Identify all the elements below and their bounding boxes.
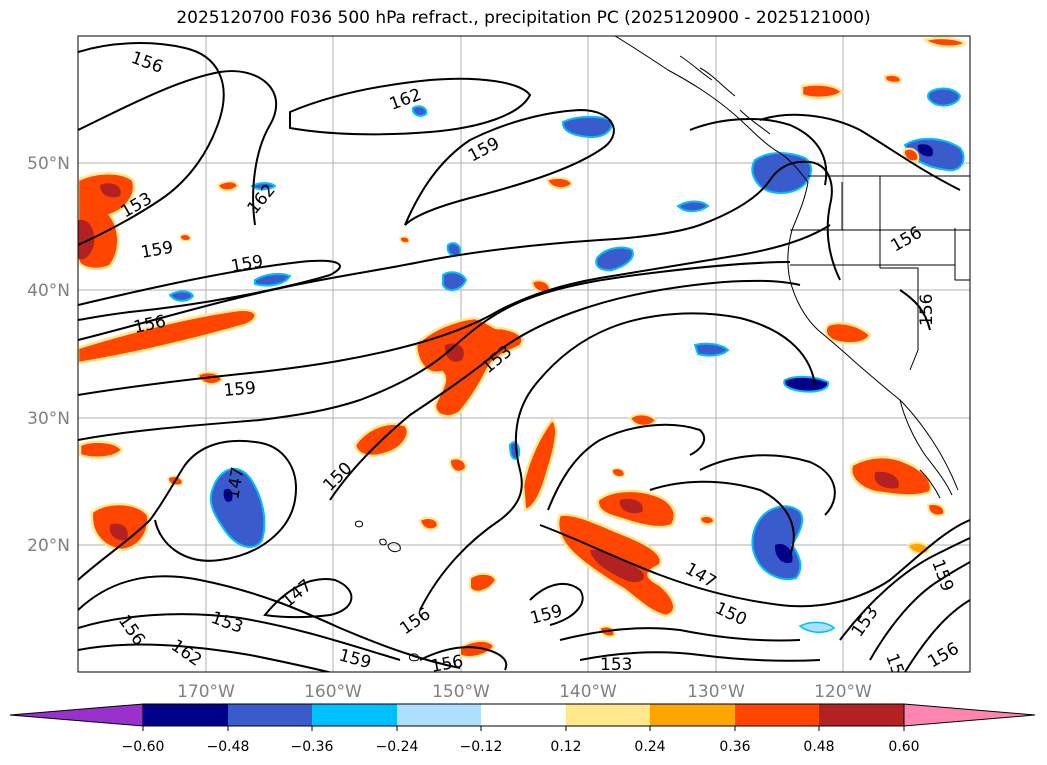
lat-label: 50°N xyxy=(27,154,70,174)
colorbar-segment xyxy=(819,704,904,726)
longitude-labels: 170°W 160°W 150°W 140°W 130°W 120°W xyxy=(177,682,872,702)
colorbar-tick-label: 0.60 xyxy=(888,739,919,755)
colorbar-extend-high xyxy=(903,703,1036,727)
refractivity-contours xyxy=(78,42,970,672)
colorbar-tick-label: −0.24 xyxy=(376,739,419,755)
lon-label: 130°W xyxy=(687,682,745,702)
colorbar-segment xyxy=(143,704,228,726)
latitude-labels: 50°N 40°N 30°N 20°N xyxy=(27,154,70,556)
lon-label: 150°W xyxy=(432,682,490,702)
colorbar-tick-label: 0.12 xyxy=(550,739,581,755)
colorbar-tick-label: −0.60 xyxy=(122,739,165,755)
contour-label: 159 xyxy=(223,378,257,401)
colorbar-extend-low xyxy=(9,703,144,727)
map-background xyxy=(78,36,970,672)
coastlines xyxy=(355,36,970,662)
colorbar-tick-label: −0.12 xyxy=(460,739,503,755)
colorbar-segment xyxy=(312,704,397,726)
lat-label: 40°N xyxy=(27,281,70,301)
colorbar: −0.60 −0.48 −0.36 −0.24 −0.12 0.12 0.24 … xyxy=(9,703,1036,755)
plot-frame xyxy=(77,35,971,673)
colorbar-segment xyxy=(735,704,819,726)
plot-title: 2025120700 F036 500 hPa refract., precip… xyxy=(176,8,871,28)
lon-label: 160°W xyxy=(304,682,362,702)
colorbar-tick-label: −0.36 xyxy=(291,739,334,755)
contour-label: 15 xyxy=(881,651,907,678)
colorbar-tick-label: 0.48 xyxy=(803,739,834,755)
lon-label: 120°W xyxy=(814,682,872,702)
colorbar-segment xyxy=(228,704,312,726)
lon-label: 170°W xyxy=(177,682,235,702)
lon-label: 140°W xyxy=(559,682,617,702)
precip-negative-areas xyxy=(168,87,965,633)
lat-label: 20°N xyxy=(27,536,70,556)
precip-positive-areas xyxy=(78,36,968,658)
lat-label: 30°N xyxy=(27,409,70,429)
colorbar-segment xyxy=(566,704,650,726)
colorbar-segment xyxy=(397,704,481,726)
contour-label: 153 xyxy=(600,655,632,675)
contour-label: 156 xyxy=(429,652,464,677)
colorbar-tick-label: 0.24 xyxy=(634,739,665,755)
colorbar-tick-label: −0.48 xyxy=(207,739,250,755)
colorbar-tick-label: 0.36 xyxy=(719,739,750,755)
colorbar-segment xyxy=(481,704,566,726)
colorbar-segment xyxy=(650,704,735,726)
contour-label: 156 xyxy=(917,294,937,326)
